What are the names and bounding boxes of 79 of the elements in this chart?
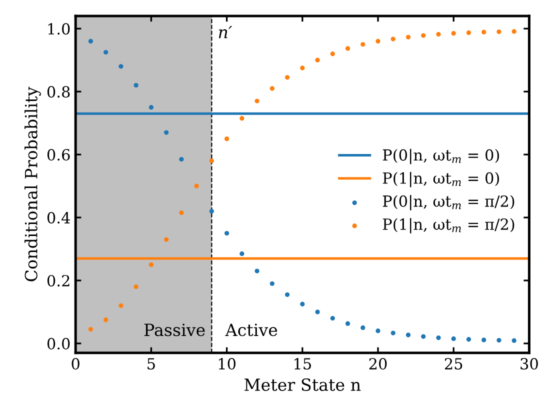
point — [466, 30, 472, 36]
point — [88, 326, 94, 332]
point — [104, 50, 108, 55]
y-tick-label: 0.2 — [47, 274, 70, 286]
point — [209, 158, 214, 164]
x-tick-label: 20 — [369, 358, 387, 370]
point — [88, 38, 94, 44]
point — [254, 98, 260, 104]
point — [330, 52, 335, 56]
point — [406, 332, 411, 338]
point — [254, 268, 260, 274]
ref-line-label: n′ — [218, 26, 232, 38]
point — [345, 46, 350, 51]
point — [360, 325, 366, 330]
x-axis-title: Meter State n — [244, 378, 361, 391]
legend-label: P(0|n, ωt$_{m}$ = π/2) — [382, 195, 514, 210]
point — [360, 42, 366, 47]
point — [330, 316, 335, 321]
y-tick-label: 0.6 — [47, 149, 70, 161]
point — [179, 210, 184, 216]
point — [300, 66, 305, 70]
point — [406, 34, 411, 40]
x-tick-label: 30 — [520, 358, 538, 370]
point — [118, 64, 124, 69]
point — [315, 58, 320, 62]
point — [134, 82, 138, 88]
point — [300, 302, 305, 306]
legend-label: P(1|n, ωt$_{m}$ = π/2) — [382, 218, 514, 234]
point — [270, 86, 274, 91]
y-axis-title: Conditional Probability — [24, 86, 41, 282]
point — [451, 336, 456, 342]
point — [194, 184, 199, 188]
band-label: Passive — [144, 324, 205, 336]
point — [224, 136, 230, 142]
point — [104, 318, 108, 322]
x-tick-label: 5 — [148, 358, 155, 370]
point — [315, 310, 320, 314]
point — [224, 230, 230, 236]
point — [390, 330, 396, 336]
point — [496, 338, 502, 343]
legend-label: P(0|n, ωt$_{m}$ = 0) — [382, 148, 499, 164]
point — [345, 321, 350, 326]
point — [451, 31, 456, 36]
x-tick-label: 25 — [444, 358, 462, 370]
y-tick-label: 0.0 — [47, 338, 70, 350]
point — [421, 334, 426, 339]
point — [164, 130, 169, 135]
point — [148, 262, 154, 268]
point — [390, 36, 396, 42]
y-tick-label: 0.8 — [47, 86, 70, 98]
y-tick-label: 1.0 — [48, 23, 70, 35]
y-tick-label: 0.4 — [47, 212, 70, 224]
point — [148, 105, 154, 110]
point — [284, 75, 290, 80]
point — [270, 281, 274, 286]
point — [496, 29, 502, 34]
point — [482, 338, 486, 342]
point — [179, 156, 184, 162]
point — [164, 237, 169, 242]
point — [512, 338, 516, 343]
point — [209, 208, 214, 214]
point — [512, 29, 516, 34]
point — [240, 116, 244, 121]
annotation: Active — [225, 324, 278, 336]
x-tick-label: 10 — [218, 358, 236, 370]
x-tick-label: 15 — [294, 358, 311, 370]
point — [466, 337, 472, 342]
point — [284, 292, 290, 297]
point — [240, 251, 244, 256]
point — [482, 30, 486, 34]
point — [421, 33, 426, 38]
x-tick-label: 0 — [72, 358, 80, 370]
point — [436, 335, 441, 340]
point — [134, 284, 138, 290]
point — [376, 328, 380, 334]
point — [376, 38, 380, 44]
point — [436, 32, 441, 37]
point — [118, 303, 124, 308]
legend-label: P(1|n, ωt$_{m}$ = 0) — [382, 172, 499, 188]
